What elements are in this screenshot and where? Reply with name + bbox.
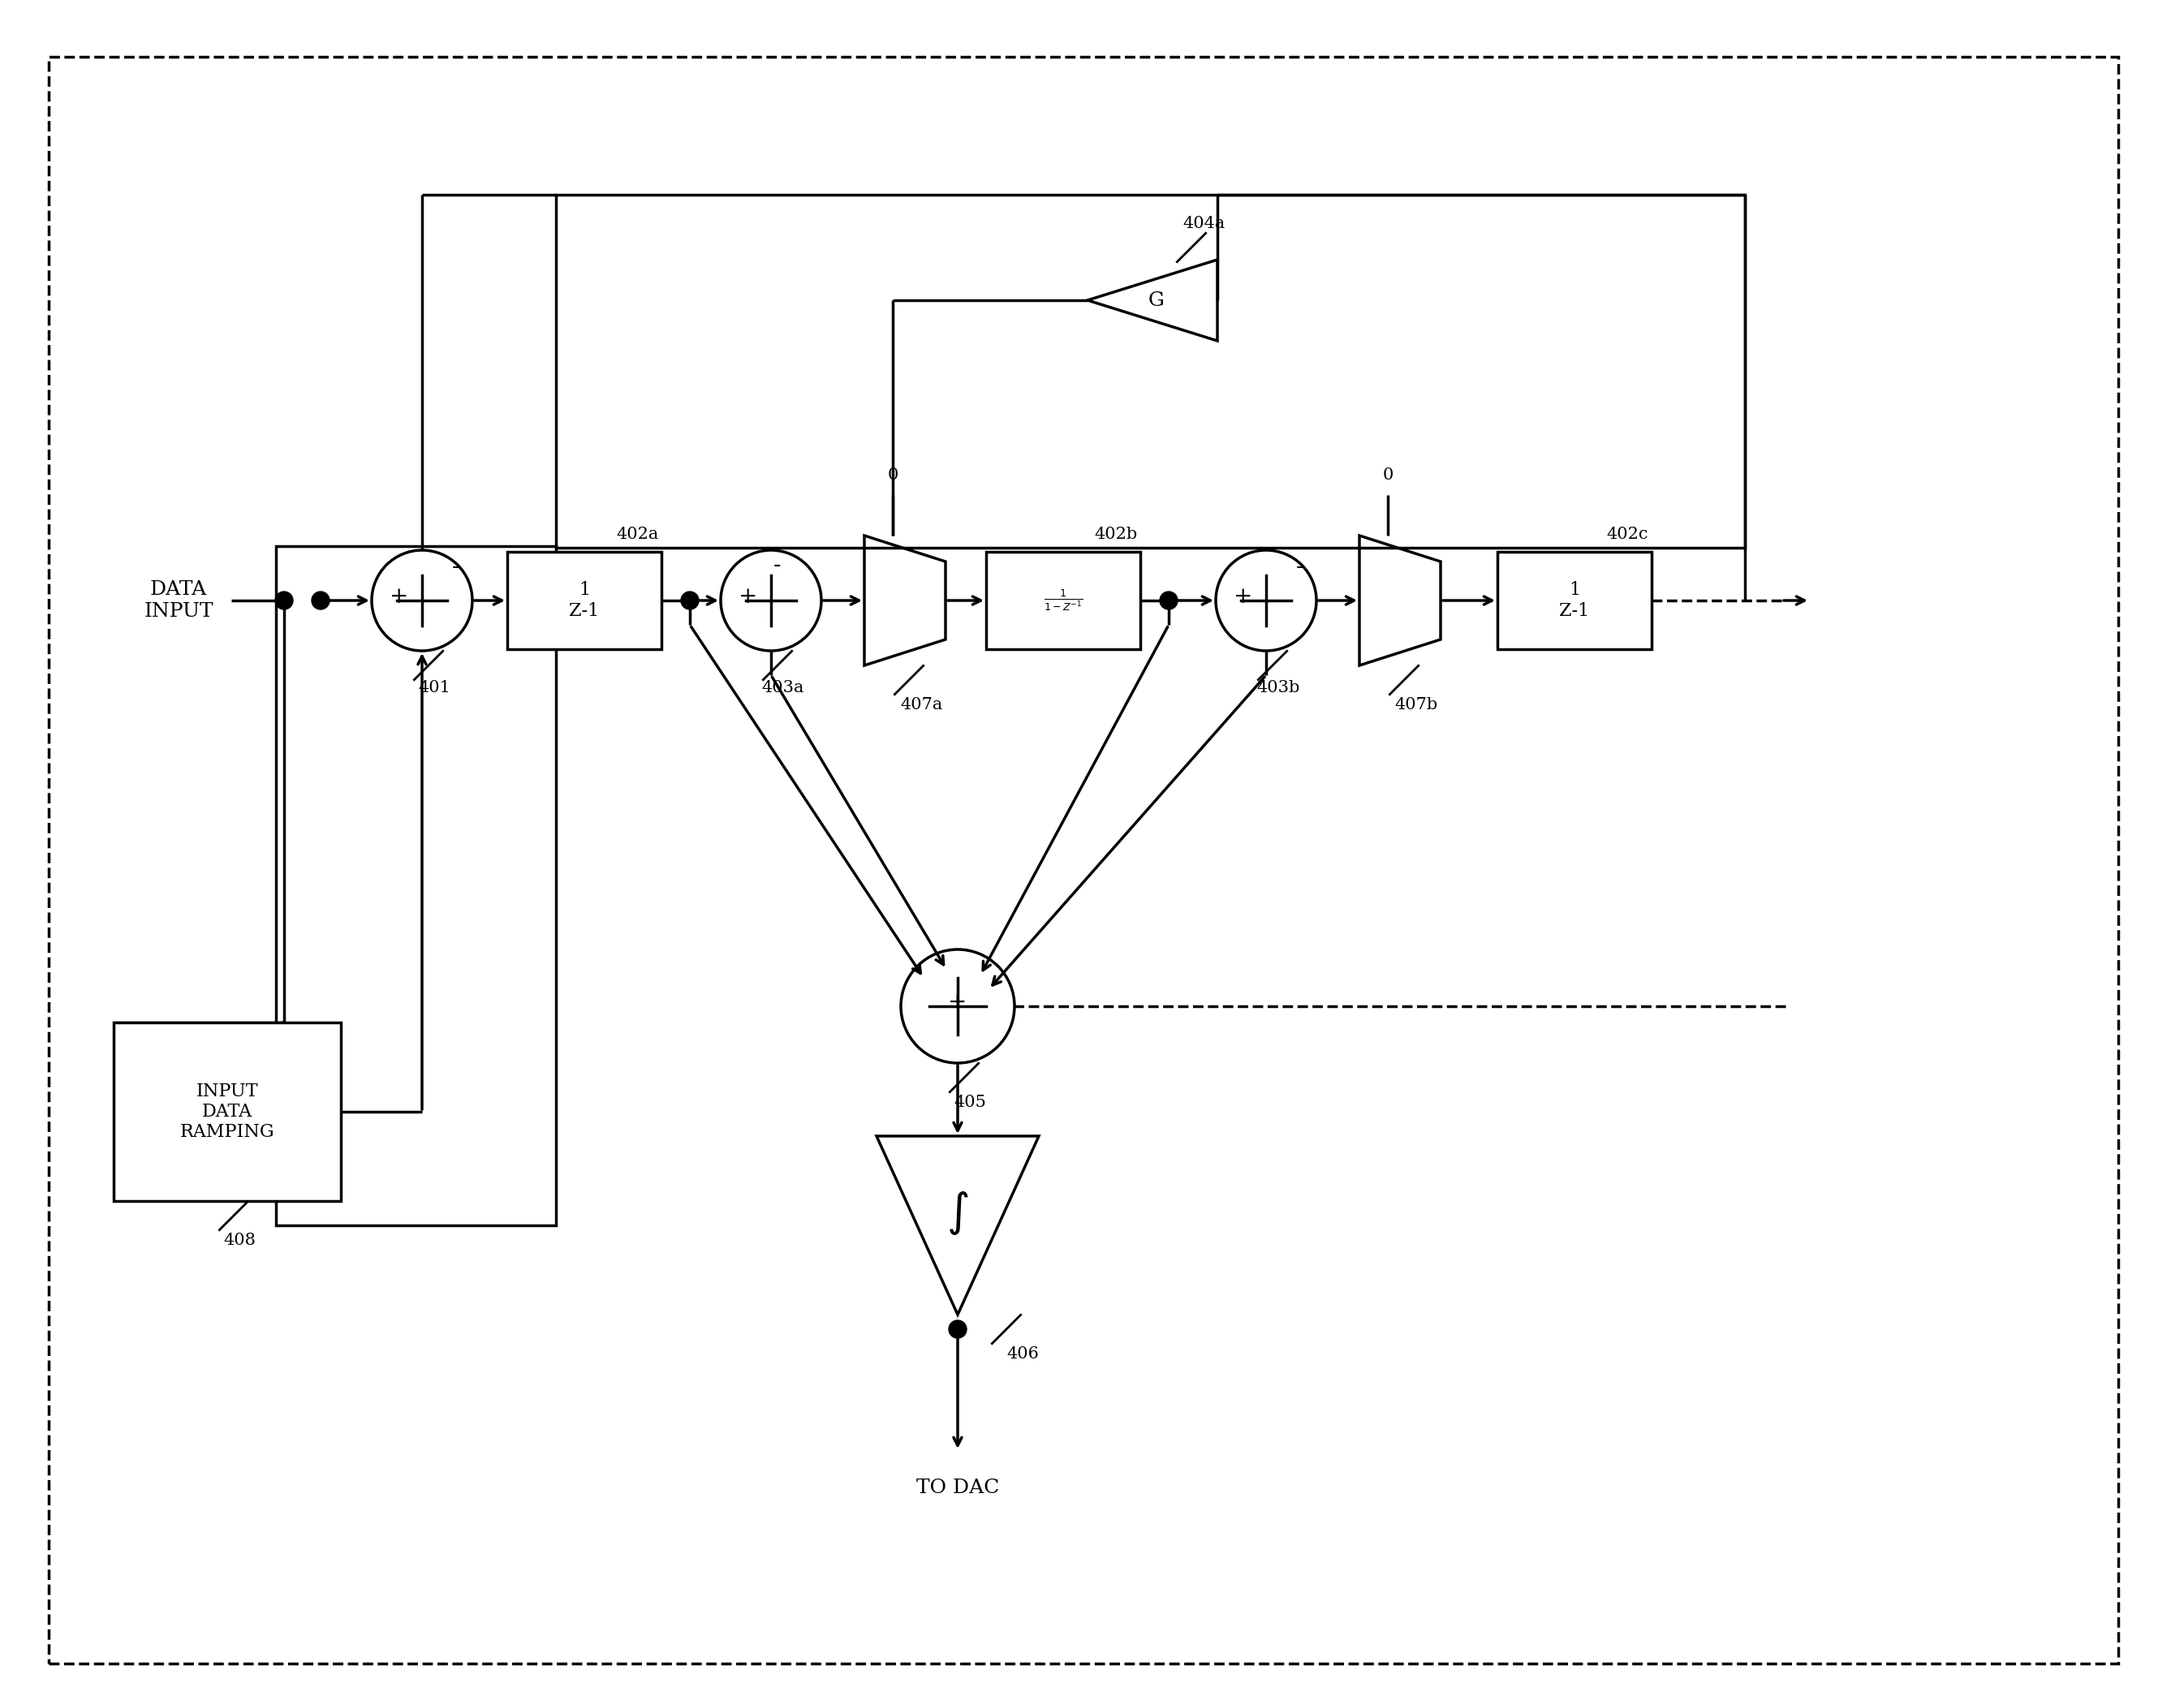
Text: 407a: 407a <box>900 697 941 712</box>
Bar <box>275 546 557 1225</box>
Text: 405: 405 <box>954 1094 985 1109</box>
Text: 406: 406 <box>1007 1347 1040 1362</box>
Text: 0: 0 <box>1382 466 1393 482</box>
Circle shape <box>948 1319 968 1338</box>
Text: -: - <box>773 555 782 575</box>
Text: 402b: 402b <box>1094 526 1138 541</box>
Circle shape <box>1160 592 1177 609</box>
Circle shape <box>275 592 293 609</box>
Text: 402c: 402c <box>1607 526 1649 541</box>
Text: -: - <box>452 556 461 577</box>
Circle shape <box>681 592 699 609</box>
Text: G: G <box>1149 292 1164 310</box>
Text: 1
Z-1: 1 Z-1 <box>570 582 598 619</box>
Circle shape <box>312 592 330 609</box>
Text: 407b: 407b <box>1396 697 1437 712</box>
Text: -: - <box>1297 556 1304 577</box>
Text: 0: 0 <box>887 466 898 482</box>
Text: 404a: 404a <box>1184 215 1225 231</box>
Text: $\int$: $\int$ <box>946 1189 970 1236</box>
Bar <box>557 195 1745 548</box>
Text: 1
Z-1: 1 Z-1 <box>1559 582 1590 619</box>
Text: +: + <box>948 990 968 1013</box>
Bar <box>114 1023 341 1201</box>
Text: +: + <box>738 585 758 607</box>
Text: DATA
INPUT: DATA INPUT <box>144 580 214 621</box>
Bar <box>987 551 1140 650</box>
Text: TO DAC: TO DAC <box>915 1479 1000 1498</box>
Text: 401: 401 <box>417 680 450 695</box>
Text: 402a: 402a <box>616 526 657 541</box>
Text: $\frac{1}{1-Z^{-1}}$: $\frac{1}{1-Z^{-1}}$ <box>1044 589 1083 612</box>
Text: INPUT
DATA
RAMPING: INPUT DATA RAMPING <box>179 1082 275 1141</box>
Text: 408: 408 <box>223 1233 256 1248</box>
Bar <box>1498 551 1651 650</box>
Bar <box>507 551 662 650</box>
Text: 403a: 403a <box>762 680 804 695</box>
Text: +: + <box>389 585 408 607</box>
Text: 403b: 403b <box>1256 680 1299 695</box>
Text: +: + <box>1234 585 1254 607</box>
